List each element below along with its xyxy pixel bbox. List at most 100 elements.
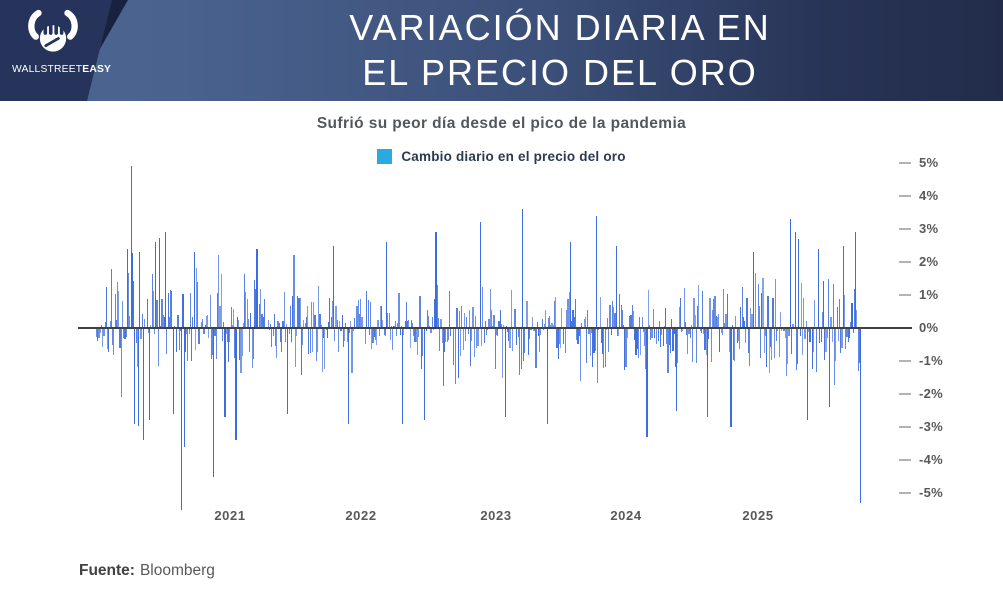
daily-change-bar bbox=[483, 328, 485, 343]
daily-change-bar bbox=[99, 328, 101, 334]
daily-change-bar bbox=[408, 320, 410, 328]
zero-axis-line bbox=[78, 327, 912, 329]
daily-change-bar bbox=[384, 328, 386, 336]
daily-change-bar bbox=[176, 328, 178, 353]
daily-change-bar bbox=[297, 295, 299, 328]
daily-change-bar bbox=[531, 316, 533, 328]
daily-change-bar bbox=[656, 328, 658, 345]
daily-change-bar bbox=[495, 328, 498, 336]
daily-change-bar bbox=[421, 328, 423, 357]
daily-change-bar bbox=[755, 273, 757, 328]
daily-change-bar bbox=[724, 322, 726, 328]
daily-change-bar bbox=[228, 328, 230, 363]
daily-change-bar bbox=[171, 290, 173, 328]
daily-change-bar bbox=[141, 314, 143, 328]
daily-change-bar bbox=[594, 328, 596, 351]
daily-change-bar bbox=[703, 328, 705, 334]
daily-change-bar bbox=[361, 316, 363, 328]
daily-change-bar bbox=[230, 306, 232, 328]
daily-change-bar bbox=[820, 328, 822, 343]
daily-change-bar bbox=[614, 313, 616, 328]
daily-change-bar bbox=[803, 298, 805, 328]
daily-change-bar bbox=[216, 292, 219, 328]
daily-change-bar bbox=[526, 300, 528, 328]
daily-change-bar bbox=[565, 328, 567, 354]
daily-change-bar bbox=[509, 328, 511, 348]
daily-change-bar bbox=[532, 328, 535, 331]
daily-change-bar bbox=[336, 320, 338, 328]
daily-change-bar bbox=[746, 297, 748, 328]
daily-change-bar bbox=[741, 287, 743, 328]
daily-change-bar bbox=[310, 301, 312, 328]
daily-change-bar bbox=[610, 328, 612, 335]
daily-change-bar bbox=[162, 315, 164, 328]
daily-change-bar bbox=[133, 280, 135, 328]
daily-change-bar bbox=[387, 312, 389, 328]
daily-change-bar bbox=[632, 310, 635, 328]
daily-change-bar bbox=[262, 317, 264, 328]
daily-change-bar bbox=[479, 222, 481, 328]
daily-change-bar bbox=[573, 316, 575, 328]
daily-change-bar bbox=[331, 300, 333, 328]
daily-change-bar bbox=[221, 328, 224, 342]
daily-change-bar bbox=[855, 232, 857, 328]
daily-change-bar bbox=[822, 281, 825, 328]
daily-change-bar bbox=[808, 328, 810, 332]
daily-change-bar bbox=[718, 313, 720, 328]
daily-change-bar bbox=[500, 323, 502, 328]
daily-change-bar bbox=[835, 328, 837, 361]
daily-change-bar bbox=[274, 328, 277, 346]
daily-change-bar bbox=[466, 316, 468, 328]
daily-change-bar bbox=[144, 318, 146, 328]
daily-change-bar bbox=[568, 292, 570, 328]
daily-change-bar bbox=[147, 328, 149, 333]
daily-change-bar bbox=[494, 328, 496, 370]
daily-change-bar bbox=[189, 292, 191, 328]
source-value: Bloomberg bbox=[139, 562, 215, 579]
daily-change-bar bbox=[693, 297, 695, 328]
daily-change-bar bbox=[236, 316, 238, 328]
daily-change-bar bbox=[187, 328, 189, 362]
daily-change-bar bbox=[613, 307, 615, 328]
daily-change-bar bbox=[609, 304, 611, 328]
daily-change-bar bbox=[673, 328, 675, 335]
daily-change-bar bbox=[602, 328, 604, 355]
daily-change-bar bbox=[667, 328, 669, 374]
daily-change-bar bbox=[486, 328, 488, 335]
daily-change-bar bbox=[284, 328, 286, 342]
daily-change-bar bbox=[273, 313, 275, 328]
daily-change-bar bbox=[345, 323, 347, 328]
daily-change-bar bbox=[521, 209, 523, 328]
daily-change-bar bbox=[761, 292, 763, 328]
daily-change-bar bbox=[784, 328, 786, 339]
daily-change-bar bbox=[435, 232, 437, 328]
daily-change-bar bbox=[407, 320, 409, 328]
daily-change-bar bbox=[167, 292, 169, 328]
brand-wordmark-regular: WALLSTREET bbox=[12, 64, 83, 75]
daily-change-bar bbox=[194, 328, 196, 350]
daily-change-bar bbox=[836, 306, 838, 328]
daily-change-bar bbox=[651, 328, 653, 338]
daily-change-bar bbox=[647, 290, 649, 328]
daily-change-bar bbox=[826, 328, 828, 338]
daily-change-bar bbox=[209, 294, 211, 328]
daily-change-bar bbox=[768, 328, 770, 374]
daily-change-bar bbox=[293, 255, 295, 328]
brand-wordmark-bold: EASY bbox=[82, 64, 112, 75]
daily-change-bar bbox=[636, 328, 638, 349]
daily-change-bar bbox=[365, 328, 367, 344]
daily-change-bar bbox=[669, 328, 672, 353]
daily-change-bar bbox=[247, 319, 249, 328]
y-tick-label: 5% bbox=[919, 155, 939, 170]
daily-change-bar bbox=[114, 294, 116, 328]
daily-change-bar bbox=[771, 328, 773, 361]
daily-change-bar bbox=[498, 320, 500, 328]
daily-change-bar bbox=[499, 310, 501, 328]
daily-change-bar bbox=[234, 328, 236, 359]
daily-change-bar bbox=[652, 309, 654, 328]
daily-change-bar bbox=[619, 294, 621, 328]
daily-change-bar bbox=[400, 325, 402, 328]
daily-change-bar bbox=[777, 328, 779, 332]
daily-change-bar bbox=[544, 324, 546, 328]
